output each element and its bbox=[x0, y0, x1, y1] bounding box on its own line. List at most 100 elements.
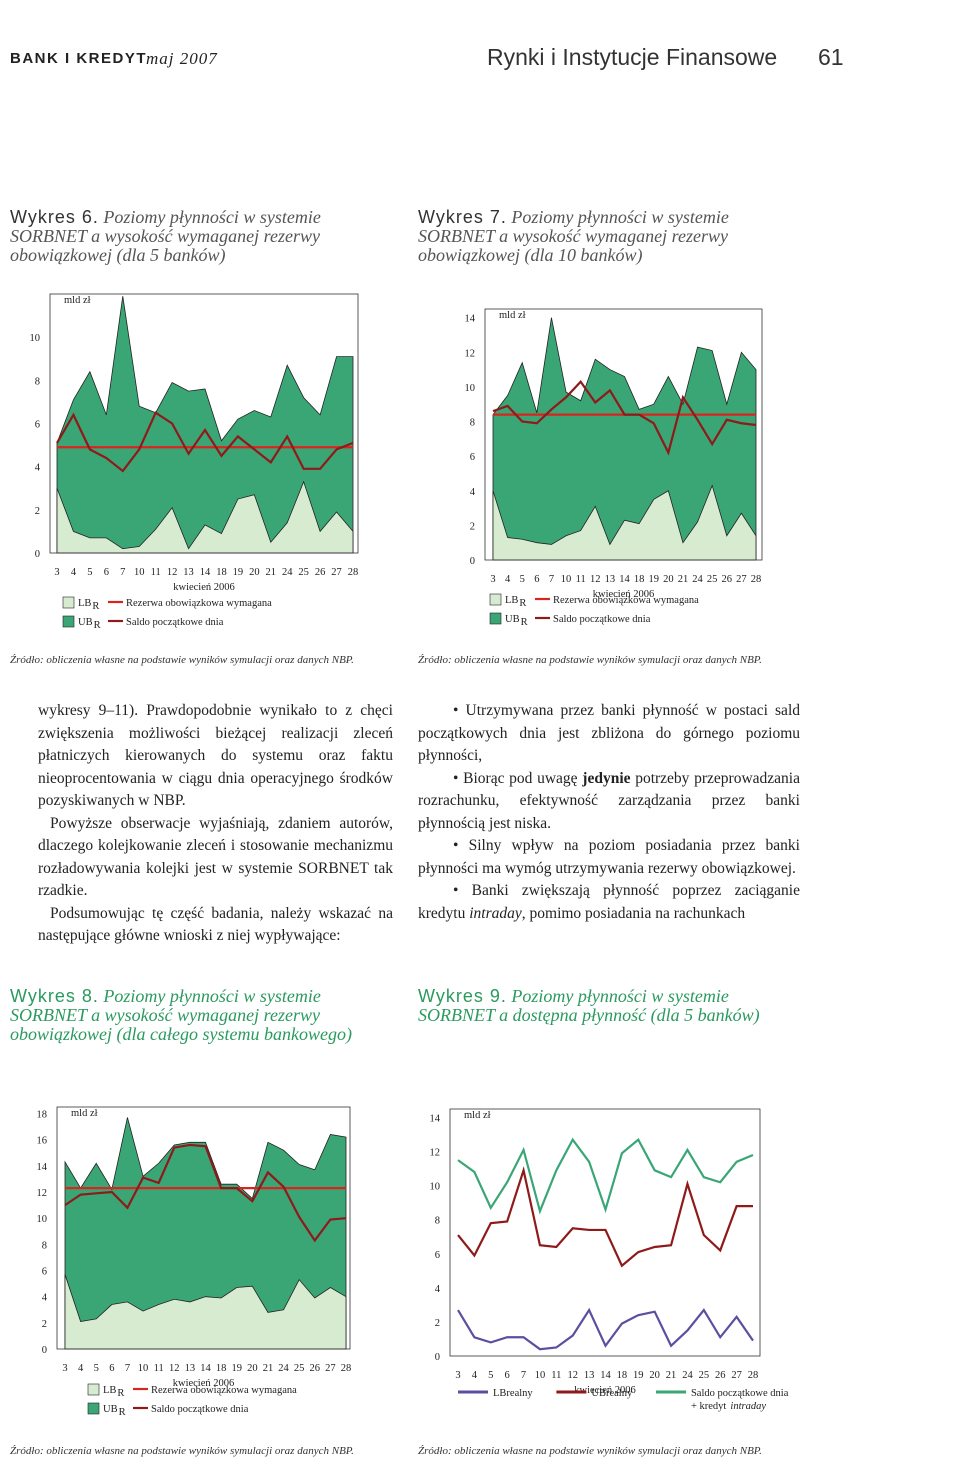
x-tick-label: 6 bbox=[505, 1370, 510, 1381]
x-tick-label: 7 bbox=[125, 1363, 130, 1374]
text: Banki zwiększają płynność poprzez zaciąg… bbox=[418, 882, 800, 922]
y-tick-label: 10 bbox=[465, 383, 476, 394]
y-tick-label: 0 bbox=[435, 1352, 440, 1363]
legend-label: Rezerwa obowiązkowa wymagana bbox=[151, 1385, 297, 1396]
x-tick-label: 4 bbox=[78, 1363, 84, 1374]
y-tick-label: 2 bbox=[435, 1318, 440, 1329]
issue: maj 2007 bbox=[146, 49, 218, 68]
y-tick-label: 6 bbox=[42, 1267, 47, 1278]
area bbox=[492, 317, 757, 561]
area bbox=[64, 1274, 347, 1350]
chart-title-text: Poziomy płynności w systemie SORBNET a w… bbox=[418, 207, 729, 265]
x-tick-label: 11 bbox=[576, 574, 586, 585]
x-tick-label: 26 bbox=[722, 574, 733, 585]
chart-label: Wykres 6. bbox=[10, 207, 99, 227]
section: Rynki i Instytucje Finansowe bbox=[487, 44, 778, 70]
x-tick-label: 27 bbox=[731, 1370, 742, 1381]
legend-label: UB bbox=[103, 1404, 118, 1415]
y-tick-label: 6 bbox=[35, 420, 40, 431]
y-tick-label: 8 bbox=[470, 418, 475, 429]
x-tick-label: 19 bbox=[233, 567, 244, 578]
x-tick-label: 10 bbox=[134, 567, 145, 578]
x-tick-label: 27 bbox=[325, 1363, 336, 1374]
x-tick-label: 28 bbox=[348, 567, 359, 578]
bullet: Banki zwiększają płynność poprzez zaciąg… bbox=[418, 880, 800, 925]
plot-frame bbox=[56, 1106, 351, 1350]
plot-frame bbox=[49, 293, 359, 554]
x-tick-label: 13 bbox=[605, 574, 616, 585]
x-tick-label: 27 bbox=[331, 567, 342, 578]
source: Źródło: obliczenia własne na podstawie w… bbox=[418, 654, 762, 666]
line bbox=[492, 379, 757, 456]
x-tick-label: 10 bbox=[561, 574, 572, 585]
x-tick-label: 20 bbox=[649, 1370, 660, 1381]
bullet: Utrzymywana przez banki płynność w posta… bbox=[418, 700, 800, 768]
y-tick-label: 4 bbox=[435, 1284, 441, 1295]
y-tick-label: 6 bbox=[435, 1250, 440, 1261]
legend-label: Saldo początkowe dnia bbox=[126, 617, 224, 628]
legend-label: UB bbox=[505, 614, 520, 625]
x-axis-title: kwiecień 2006 bbox=[173, 1378, 235, 1389]
chart-label: Wykres 9. bbox=[418, 986, 507, 1006]
legend-swatch bbox=[87, 1402, 100, 1415]
y-tick-label: 8 bbox=[42, 1240, 47, 1251]
x-tick-label: 19 bbox=[231, 1363, 242, 1374]
x-tick-label: 26 bbox=[315, 567, 326, 578]
bold-text: jedynie bbox=[582, 769, 631, 787]
x-tick-label: 14 bbox=[619, 574, 630, 585]
x-tick-label: 5 bbox=[488, 1370, 493, 1381]
legend-subscript: R bbox=[92, 601, 99, 612]
x-axis-title: kwiecień 2006 bbox=[574, 1385, 636, 1396]
line bbox=[457, 1307, 754, 1351]
x-tick-label: 28 bbox=[751, 574, 762, 585]
legend-subscript: R bbox=[119, 1407, 126, 1418]
line bbox=[457, 1166, 753, 1268]
y-tick-label: 14 bbox=[465, 314, 476, 325]
x-tick-label: 26 bbox=[310, 1363, 321, 1374]
x-axis-title: kwiecień 2006 bbox=[593, 589, 655, 600]
legend-label: + kredyt bbox=[691, 1401, 726, 1412]
y-tick-label: 12 bbox=[430, 1148, 441, 1159]
x-tick-label: 4 bbox=[505, 574, 511, 585]
x-tick-label: 3 bbox=[54, 567, 59, 578]
x-tick-label: 21 bbox=[666, 1370, 677, 1381]
y-tick-label: 2 bbox=[35, 506, 40, 517]
x-tick-label: 20 bbox=[663, 574, 674, 585]
page-number: 61 bbox=[818, 44, 844, 70]
x-tick-label: 28 bbox=[341, 1363, 352, 1374]
chart-label: Wykres 8. bbox=[10, 986, 99, 1006]
y-tick-label: 10 bbox=[37, 1214, 48, 1225]
source: Źródło: obliczenia własne na podstawie w… bbox=[418, 1445, 762, 1457]
legend-swatch bbox=[489, 593, 502, 606]
y-tick-label: 2 bbox=[470, 521, 475, 532]
x-tick-label: 28 bbox=[748, 1370, 759, 1381]
legend-label: Rezerwa obowiązkowa wymagana bbox=[126, 598, 272, 609]
text: Biorąc pod uwagę bbox=[463, 769, 583, 787]
x-tick-label: 12 bbox=[167, 567, 178, 578]
x-tick-label: 13 bbox=[185, 1363, 196, 1374]
chart-title-text: Poziomy płynności w systemie SORBNET a w… bbox=[10, 986, 352, 1044]
x-tick-label: 20 bbox=[249, 567, 260, 578]
x-tick-label: 6 bbox=[104, 567, 109, 578]
right-column: Utrzymywana przez banki płynność w posta… bbox=[418, 700, 800, 925]
line bbox=[64, 1143, 347, 1243]
legend-subscript: R bbox=[94, 620, 101, 631]
x-tick-label: 7 bbox=[521, 1370, 526, 1381]
x-tick-label: 25 bbox=[699, 1370, 710, 1381]
x-tick-label: 24 bbox=[278, 1363, 289, 1374]
x-tick-label: 12 bbox=[567, 1370, 578, 1381]
x-tick-label: 7 bbox=[549, 574, 554, 585]
unit-label: mld zł bbox=[464, 1110, 491, 1121]
x-tick-label: 20 bbox=[247, 1363, 258, 1374]
y-tick-label: 10 bbox=[430, 1182, 441, 1193]
unit-label: mld zł bbox=[499, 310, 526, 321]
text: Silny wpływ na poziom posiadania przez b… bbox=[418, 837, 800, 877]
chart-label: Wykres 7. bbox=[418, 207, 507, 227]
x-tick-label: 11 bbox=[151, 567, 161, 578]
x-tick-label: 4 bbox=[71, 567, 77, 578]
chart-title: Wykres 6. Poziomy płynności w systemie S… bbox=[10, 208, 395, 265]
legend-swatch bbox=[489, 612, 502, 625]
chart-title: Wykres 9. Poziomy płynności w systemie S… bbox=[418, 987, 803, 1025]
x-tick-label: 19 bbox=[633, 1370, 644, 1381]
